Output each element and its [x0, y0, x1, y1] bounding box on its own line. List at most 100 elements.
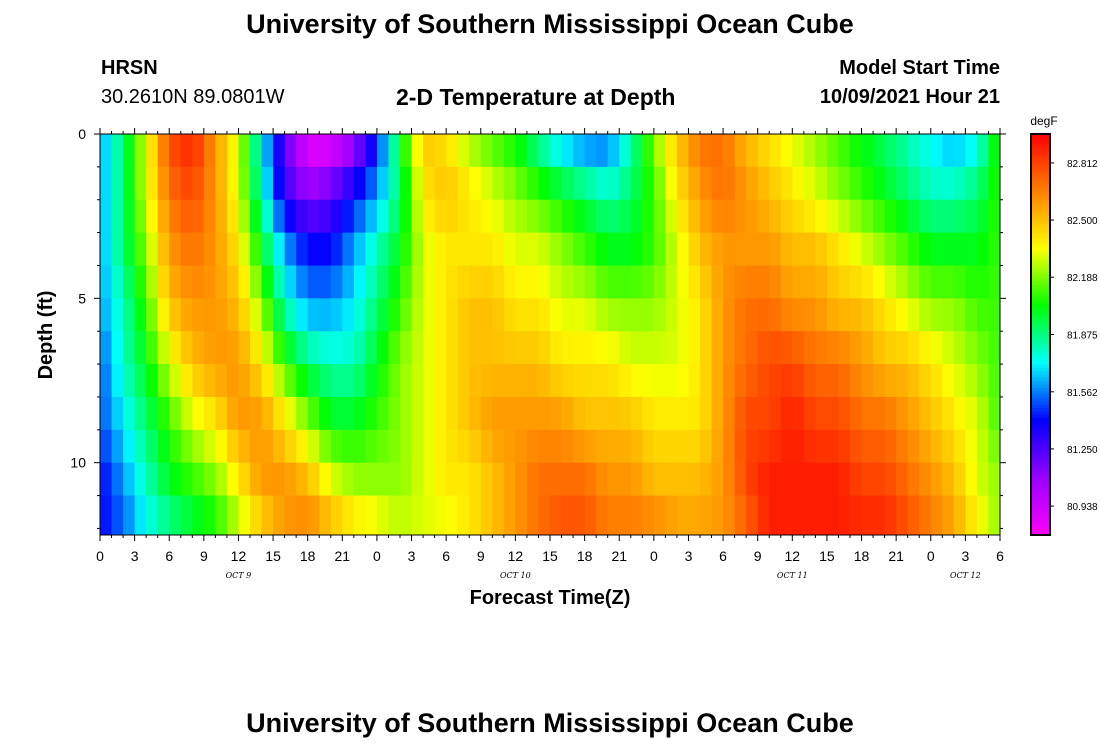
colorbar-segment: [1031, 271, 1050, 275]
heatmap-cell: [930, 396, 943, 431]
heatmap-cell: [561, 364, 574, 398]
heatmap-cell: [838, 331, 851, 365]
heatmap-cell: [480, 265, 493, 299]
heatmap-cell: [123, 495, 136, 535]
heatmap-cell: [296, 134, 309, 168]
heatmap-cell: [296, 232, 309, 267]
heatmap-cell: [284, 429, 297, 464]
heatmap-cell: [353, 495, 366, 535]
heatmap-cell: [180, 429, 193, 464]
heatmap-cell: [284, 166, 297, 201]
heatmap-cell: [492, 232, 505, 267]
heatmap-cell: [619, 298, 632, 332]
heatmap-cell: [515, 199, 528, 234]
heatmap-cell: [850, 298, 863, 332]
heatmap-cell: [261, 429, 274, 464]
heatmap-cell: [942, 199, 955, 234]
heatmap-cell: [296, 495, 309, 535]
heatmap-cell: [780, 495, 793, 535]
heatmap-cell: [492, 495, 505, 535]
heatmap-cell: [573, 364, 586, 398]
heatmap-cell: [284, 199, 297, 234]
heatmap-cell: [515, 232, 528, 267]
colorbar-segment: [1031, 334, 1050, 339]
heatmap-cell: [157, 199, 170, 234]
heatmap-cell: [342, 166, 355, 201]
heatmap-cell: [965, 396, 978, 431]
heatmap-cell: [711, 134, 724, 168]
heatmap-cell: [550, 134, 563, 168]
heatmap-cell: [930, 364, 943, 398]
colorbar-segment: [1031, 277, 1050, 282]
heatmap-cell: [503, 331, 516, 365]
colorbar-segment: [1031, 431, 1050, 436]
colorbar-segment: [1031, 341, 1050, 346]
heatmap-cell: [769, 134, 782, 168]
heatmap-cell: [757, 364, 770, 398]
heatmap-cell: [573, 462, 586, 497]
heatmap-cell: [250, 462, 263, 497]
heatmap-cell: [815, 462, 828, 497]
heatmap-cell: [365, 265, 378, 299]
y-tick-label: 0: [78, 126, 86, 142]
heatmap-cell: [619, 429, 632, 464]
heatmap-cell: [400, 364, 413, 398]
colorbar-segment: [1031, 274, 1050, 279]
colorbar-segment: [1031, 304, 1050, 309]
colorbar-segment: [1031, 448, 1050, 453]
heatmap-cell: [123, 364, 136, 398]
heatmap-cell: [480, 166, 493, 201]
heatmap-cell: [411, 495, 424, 535]
heatmap-cell: [976, 331, 990, 365]
heatmap-cell: [596, 166, 609, 201]
heatmap-cell: [653, 396, 666, 431]
heatmap-cell: [746, 199, 759, 234]
colorbar-label: 80.938: [1067, 502, 1098, 513]
heatmap-cell: [342, 232, 355, 267]
heatmap-cell: [434, 396, 447, 431]
heatmap-cell: [180, 396, 193, 431]
heatmap-cell: [642, 396, 655, 431]
heatmap-cell: [111, 364, 124, 398]
colorbar-segment: [1031, 474, 1050, 479]
heatmap-cell: [526, 232, 540, 267]
heatmap-cell: [723, 232, 736, 267]
heatmap-cell: [792, 462, 805, 497]
heatmap-cell: [100, 166, 113, 201]
heatmap-cell: [192, 232, 205, 267]
heatmap-cell: [619, 331, 632, 365]
heatmap-cell: [538, 298, 551, 332]
heatmap-cell: [273, 199, 286, 234]
colorbar-segment: [1031, 488, 1050, 493]
x-tick-label: 6: [165, 548, 173, 564]
heatmap-cell: [411, 265, 424, 299]
heatmap-cell: [803, 495, 816, 535]
heatmap-cell: [134, 429, 147, 464]
heatmap-cell: [826, 364, 840, 398]
heatmap-cell: [919, 462, 932, 497]
heatmap-cell: [953, 364, 966, 398]
heatmap-cell: [134, 265, 147, 299]
heatmap-cell: [769, 331, 782, 365]
heatmap-cell: [561, 495, 574, 535]
heatmap-cell: [896, 166, 909, 201]
heatmap-cell: [653, 495, 666, 535]
heatmap-cell: [746, 396, 759, 431]
heatmap-cell: [226, 298, 240, 332]
heatmap-cell: [561, 265, 574, 299]
heatmap-cell: [307, 364, 320, 398]
heatmap-cell: [434, 134, 447, 168]
heatmap-cell: [711, 298, 724, 332]
heatmap-cell: [826, 134, 840, 168]
heatmap-cell: [723, 298, 736, 332]
heatmap-cell: [642, 265, 655, 299]
heatmap-cell: [884, 331, 897, 365]
heatmap-cell: [342, 396, 355, 431]
heatmap-cell: [515, 429, 528, 464]
heatmap-cell: [446, 199, 459, 234]
heatmap-cell: [873, 462, 886, 497]
heatmap-cell: [353, 298, 366, 332]
heatmap-cell: [826, 462, 840, 497]
heatmap-cell: [688, 364, 701, 398]
heatmap-cell: [607, 232, 620, 267]
